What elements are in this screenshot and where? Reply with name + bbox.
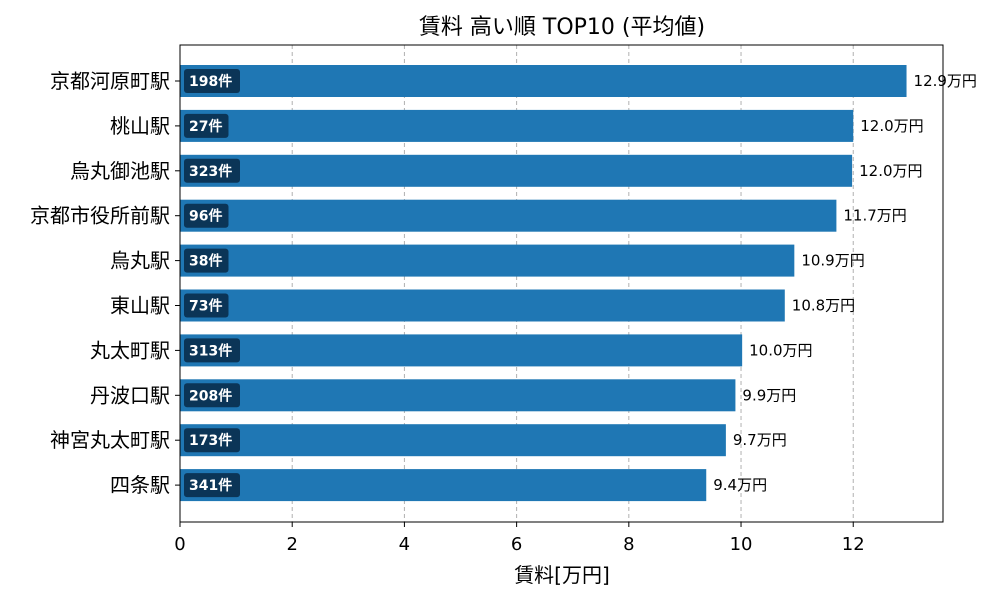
y-axis-ticks: 京都河原町駅桃山駅烏丸御池駅京都市役所前駅烏丸駅東山駅丸太町駅丹波口駅神宮丸太町… (30, 69, 180, 497)
x-tick-label: 4 (399, 534, 410, 555)
value-label: 11.7万円 (843, 207, 906, 225)
value-label: 9.4万円 (713, 476, 767, 494)
count-label: 198件 (189, 73, 232, 90)
bar (180, 244, 795, 277)
y-tick-label: 四条駅 (110, 473, 170, 497)
y-tick-label: 京都市役所前駅 (30, 204, 170, 228)
count-badge (184, 158, 240, 183)
x-axis-ticks: 0 2 4 6 8 10 12 (174, 522, 865, 555)
value-label: 12.9万円 (914, 72, 977, 90)
count-badge (184, 293, 229, 318)
bar (180, 379, 736, 412)
count-badge (184, 338, 240, 363)
count-badge (184, 383, 240, 408)
chart-title: 賃料 高い順 TOP10 (平均値) (419, 15, 705, 40)
x-tick-label: 0 (174, 534, 185, 555)
x-tick-label: 12 (842, 534, 865, 555)
count-badge (184, 113, 229, 138)
x-tick-label: 6 (511, 534, 522, 555)
bar (180, 154, 853, 187)
bar (180, 199, 837, 232)
count-badge (184, 248, 229, 273)
x-axis-label: 賃料[万円] (514, 563, 610, 587)
count-badge (184, 69, 240, 93)
y-tick-label: 神宮丸太町駅 (50, 428, 170, 452)
value-label: 10.9万円 (801, 252, 864, 270)
bars-layer: 198件 12.9万円 27件 12.0万円 323件 12.0万円 96件 11.7万円 38… (180, 65, 977, 502)
count-badge (184, 473, 240, 498)
y-tick-label: 烏丸御池駅 (70, 159, 170, 183)
y-tick-label: 烏丸駅 (110, 249, 170, 273)
bar (180, 289, 785, 322)
bar (180, 109, 854, 142)
y-tick-label: 丹波口駅 (90, 383, 170, 407)
y-tick-label: 桃山駅 (110, 114, 170, 138)
y-tick-label: 東山駅 (110, 294, 170, 318)
y-tick-label: 京都河原町駅 (50, 69, 170, 93)
count-label: 208件 (189, 387, 232, 404)
count-label: 27件 (189, 118, 222, 135)
value-label: 10.0万円 (749, 341, 812, 359)
count-label: 341件 (189, 477, 232, 494)
count-badge (184, 428, 240, 453)
y-tick-label: 丸太町駅 (90, 338, 170, 362)
value-label: 12.0万円 (860, 117, 923, 135)
value-label: 9.7万円 (733, 431, 787, 449)
plot-frame (179, 44, 944, 523)
value-label: 12.0万円 (859, 162, 922, 180)
count-label: 323件 (189, 163, 232, 180)
x-tick-label: 10 (730, 534, 753, 555)
bar (180, 469, 707, 502)
count-label: 313件 (189, 342, 232, 359)
count-label: 38件 (189, 253, 222, 270)
count-label: 73件 (189, 298, 222, 315)
value-label: 10.8万円 (792, 297, 855, 315)
x-tick-label: 8 (623, 534, 634, 555)
count-badge (184, 203, 229, 228)
bar (180, 334, 743, 367)
count-label: 173件 (189, 432, 232, 449)
count-label: 96件 (189, 208, 222, 225)
bar (180, 424, 726, 457)
bar (180, 65, 907, 97)
x-tick-label: 2 (286, 534, 297, 555)
value-label: 9.9万円 (742, 386, 796, 404)
